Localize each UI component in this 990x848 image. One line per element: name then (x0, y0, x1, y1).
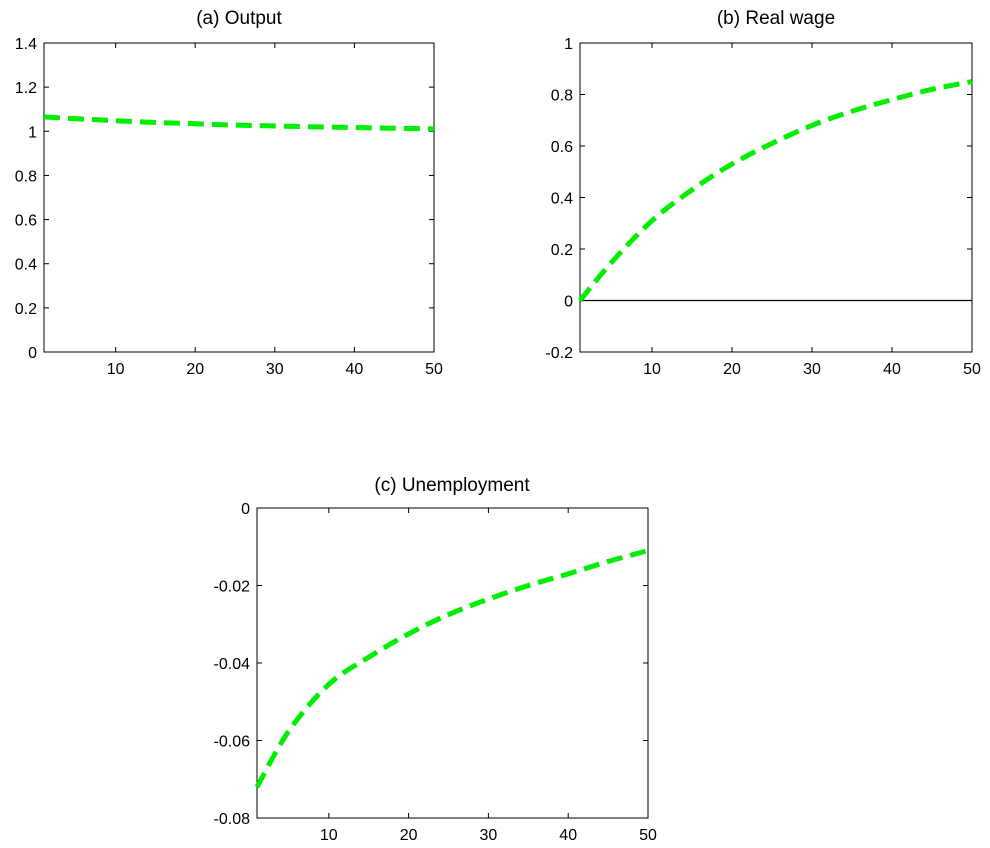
panel-unemployment: (c) Unemployment 10 20 30 40 50 -0.08 -0.06 -0.… (214, 475, 657, 844)
y-tick-label: -0.04 (214, 656, 251, 673)
x-tick-label: 10 (107, 361, 125, 378)
x-tick-label: 20 (186, 361, 204, 378)
y-tick-label: 0.6 (551, 139, 573, 156)
y-tick-label: 0 (241, 501, 250, 518)
y-tick-label: 1.2 (15, 80, 37, 97)
x-tick-label: 50 (963, 361, 981, 378)
series-line (43, 114, 435, 132)
x-tick-label: 30 (266, 361, 284, 378)
series-line (578, 79, 973, 303)
y-tick-label: 0.4 (15, 257, 37, 274)
y-tick-label: 0.2 (15, 301, 37, 318)
y-tick-label: 0 (28, 345, 37, 362)
x-tick-label: 30 (803, 361, 821, 378)
x-tick-label: 50 (425, 361, 443, 378)
y-tick-label: -0.06 (214, 734, 251, 751)
y-tick-label: 0.6 (15, 213, 37, 230)
y-tick-label: 0.2 (551, 242, 573, 259)
y-tick-label: -0.02 (214, 579, 251, 596)
panel-output: (a) Output 10 20 30 40 50 0 0.2 0.4 0.6 0.8 1 1.2 1.… (15, 8, 443, 378)
x-tick-label: 40 (559, 827, 577, 844)
x-tick-label: 10 (320, 827, 338, 844)
chart-title: (c) Unemployment (374, 475, 530, 496)
x-tick-label: 20 (400, 827, 418, 844)
x-tick-label: 20 (723, 361, 741, 378)
chart-title: (a) Output (196, 8, 282, 29)
y-tick-label: 0.4 (551, 191, 573, 208)
y-tick-label: -0.2 (545, 345, 573, 362)
x-tick-label: 30 (480, 827, 498, 844)
x-tick-label: 10 (643, 361, 661, 378)
panel-real-wage: (b) Real wage 10 20 30 40 50 -0.2 0 0.2 0.4 0.6 0.… (545, 8, 981, 378)
plot-area (579, 42, 973, 353)
x-tick-label: 50 (639, 827, 657, 844)
plot-area (43, 42, 435, 353)
y-tick-label: 0 (564, 294, 573, 311)
y-tick-label: 1 (564, 36, 573, 53)
y-tick-label: -0.08 (214, 811, 251, 828)
chart-title: (b) Real wage (717, 8, 835, 29)
x-tick-label: 40 (883, 361, 901, 378)
y-tick-label: 1.4 (15, 36, 37, 53)
y-tick-label: 1 (28, 124, 37, 141)
y-tick-label: 0.8 (551, 88, 573, 105)
x-tick-label: 40 (346, 361, 364, 378)
plot-area (256, 507, 649, 819)
y-tick-label: 0.8 (15, 168, 37, 185)
series-line (254, 548, 649, 789)
